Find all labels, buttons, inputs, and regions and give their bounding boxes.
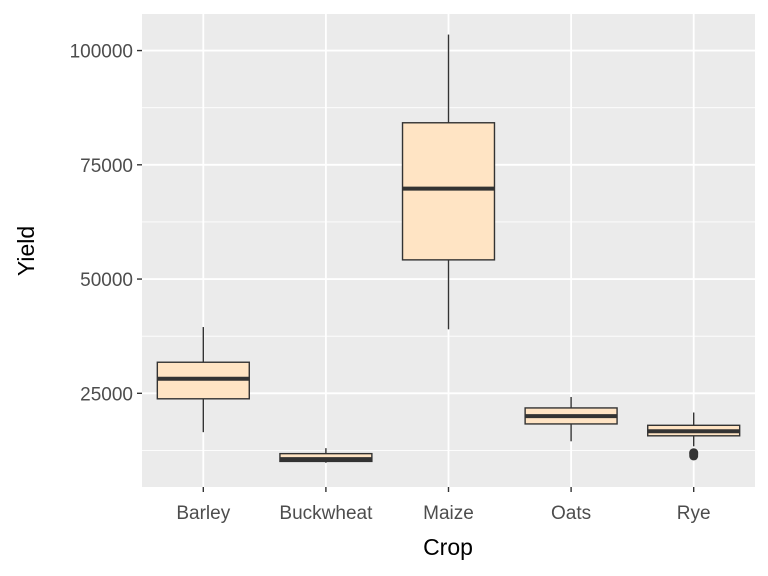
y-tick-label: 75000 xyxy=(80,156,133,177)
x-tick-label: Rye xyxy=(677,503,711,524)
box-series xyxy=(156,34,741,463)
iqr-box xyxy=(401,122,496,261)
box-buckwheat xyxy=(279,448,373,463)
y-tick-label: 50000 xyxy=(80,270,133,291)
outlier-point xyxy=(689,448,699,458)
y-tick-label: 100000 xyxy=(70,42,133,63)
x-axis-title: Crop xyxy=(423,534,473,560)
y-axis-ticks: 25000 50000 75000 100000 xyxy=(70,42,142,405)
box-oats xyxy=(524,396,618,442)
box-maize xyxy=(401,34,496,330)
x-tick-label: Barley xyxy=(176,503,230,524)
y-tick-label: 25000 xyxy=(80,384,133,405)
x-tick-label: Buckwheat xyxy=(279,503,373,524)
y-axis-title: Yield xyxy=(13,226,39,276)
x-tick-label: Oats xyxy=(551,503,591,524)
x-tick-label: Maize xyxy=(423,503,474,524)
box-barley xyxy=(156,327,250,433)
box-rye xyxy=(647,412,741,461)
x-axis-ticks: Barley Buckwheat Maize Oats Rye xyxy=(176,487,711,524)
